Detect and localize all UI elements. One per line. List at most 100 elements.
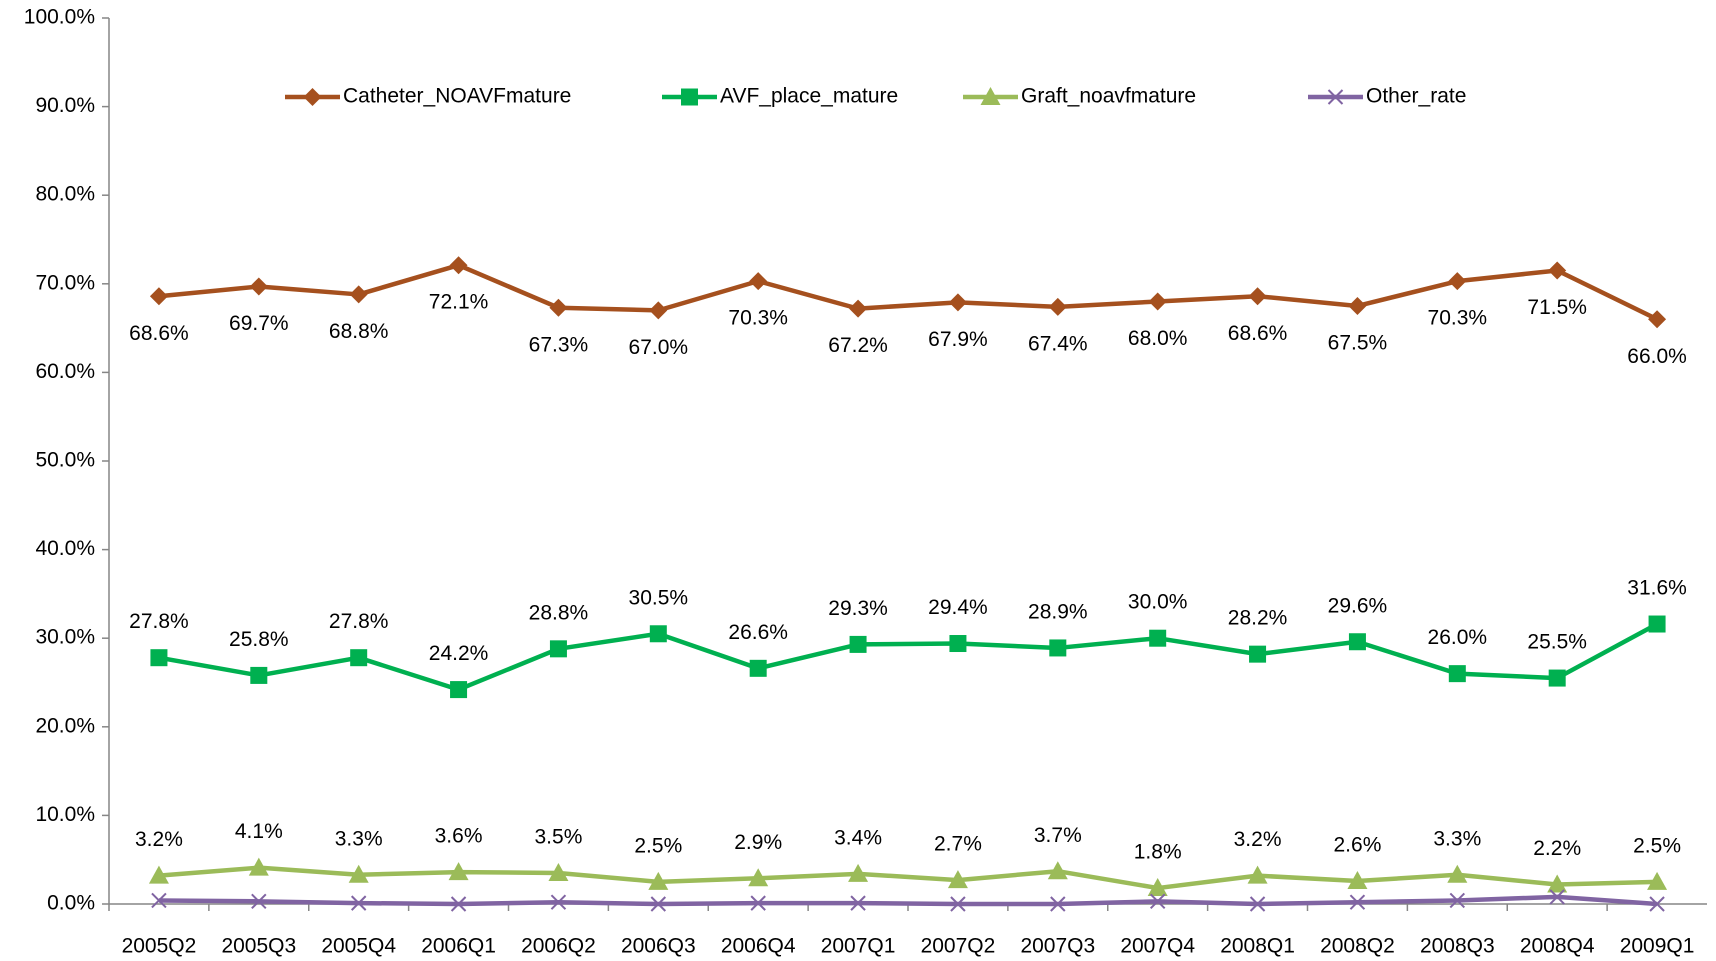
data-point bbox=[449, 256, 468, 275]
x-tick-label: 2008Q2 bbox=[1320, 935, 1395, 958]
legend-label: Graft_noavfmature bbox=[1021, 85, 1196, 108]
x-tick-label: 2006Q1 bbox=[421, 935, 496, 958]
data-label: 68.6% bbox=[1228, 322, 1288, 345]
data-point bbox=[1050, 896, 1066, 912]
x-tick-label: 2007Q3 bbox=[1020, 935, 1095, 958]
y-tick-label: 10.0% bbox=[35, 803, 95, 826]
data-label: 3.2% bbox=[1234, 828, 1282, 851]
data-label: 3.2% bbox=[135, 828, 183, 851]
data-point bbox=[450, 896, 467, 912]
data-point bbox=[249, 277, 268, 296]
data-point bbox=[1048, 297, 1067, 316]
data-label: 3.3% bbox=[335, 827, 383, 850]
data-point bbox=[251, 893, 267, 910]
data-label: 25.5% bbox=[1527, 631, 1587, 654]
data-point bbox=[649, 625, 667, 643]
data-point bbox=[349, 285, 368, 304]
data-label: 29.3% bbox=[828, 597, 888, 620]
data-label: 28.9% bbox=[1028, 600, 1088, 623]
y-tick-label: 60.0% bbox=[35, 360, 95, 383]
data-label: 2.5% bbox=[1633, 834, 1681, 857]
series-line bbox=[158, 894, 1658, 907]
x-tick-label: 2008Q1 bbox=[1220, 935, 1295, 958]
data-label: 28.8% bbox=[529, 601, 589, 624]
data-point bbox=[949, 635, 967, 653]
data-label: 70.3% bbox=[728, 307, 788, 330]
data-label: 4.1% bbox=[235, 820, 283, 843]
data-point bbox=[649, 301, 668, 320]
x-tick-label: 2006Q2 bbox=[521, 935, 596, 958]
data-label: 30.0% bbox=[1128, 591, 1188, 614]
y-tick-label: 30.0% bbox=[35, 626, 95, 649]
data-point bbox=[1648, 310, 1667, 329]
data-point bbox=[1349, 894, 1366, 910]
data-label: 1.8% bbox=[1134, 841, 1182, 864]
data-point bbox=[148, 865, 169, 884]
data-label: 2.6% bbox=[1334, 834, 1382, 857]
data-label: 27.8% bbox=[329, 610, 389, 633]
x-tick-label: 2007Q2 bbox=[921, 935, 996, 958]
data-point bbox=[650, 896, 667, 912]
data-label: 67.9% bbox=[928, 328, 988, 351]
data-label: 26.0% bbox=[1428, 626, 1488, 649]
series-line bbox=[158, 622, 1659, 692]
data-label: 67.4% bbox=[1028, 332, 1088, 355]
x-tick-label: 2008Q3 bbox=[1420, 935, 1495, 958]
data-point bbox=[750, 895, 766, 911]
data-point bbox=[1249, 645, 1267, 663]
series-line bbox=[158, 865, 1658, 891]
y-tick-label: 50.0% bbox=[35, 449, 95, 472]
data-label: 2.2% bbox=[1533, 837, 1581, 860]
data-label: 67.5% bbox=[1328, 331, 1388, 354]
data-point bbox=[947, 870, 968, 889]
data-point bbox=[550, 894, 567, 910]
data-point bbox=[1447, 864, 1468, 883]
data-label: 26.6% bbox=[728, 621, 788, 644]
data-point bbox=[1648, 615, 1666, 633]
legend-label: Catheter_NOAVFmature bbox=[343, 85, 571, 108]
data-label: 2.5% bbox=[634, 834, 682, 857]
data-label: 3.4% bbox=[834, 826, 882, 849]
legend-label: AVF_place_mature bbox=[720, 85, 898, 108]
data-point bbox=[849, 635, 867, 653]
data-label: 3.7% bbox=[1034, 824, 1082, 847]
y-tick-label: 100.0% bbox=[24, 6, 95, 29]
data-point bbox=[1647, 871, 1668, 890]
data-point bbox=[1249, 896, 1266, 912]
data-label: 67.0% bbox=[629, 336, 689, 359]
data-point bbox=[1548, 261, 1567, 280]
data-label: 70.3% bbox=[1428, 307, 1488, 330]
y-tick-label: 20.0% bbox=[35, 714, 95, 737]
data-point bbox=[1548, 669, 1566, 687]
data-point bbox=[151, 892, 167, 909]
data-point bbox=[1547, 874, 1568, 893]
y-tick-label: 0.0% bbox=[47, 892, 95, 915]
data-label: 24.2% bbox=[429, 642, 489, 665]
x-tick-label: 2007Q4 bbox=[1120, 935, 1195, 958]
data-label: 28.2% bbox=[1228, 607, 1288, 630]
series-line bbox=[158, 262, 1659, 322]
data-point bbox=[748, 868, 769, 887]
legend-marker bbox=[980, 87, 1001, 105]
data-point bbox=[350, 649, 368, 667]
data-label: 68.0% bbox=[1128, 327, 1188, 350]
data-point bbox=[749, 272, 768, 291]
data-point bbox=[1149, 893, 1166, 910]
legend-label: Other_rate bbox=[1366, 85, 1466, 108]
data-label: 29.6% bbox=[1328, 594, 1388, 617]
data-point bbox=[848, 863, 869, 882]
legend-marker bbox=[1327, 89, 1344, 105]
data-label: 71.5% bbox=[1527, 296, 1587, 319]
data-point bbox=[1649, 896, 1665, 912]
data-point bbox=[1147, 878, 1168, 897]
x-tick-label: 2008Q4 bbox=[1520, 935, 1595, 958]
y-tick-label: 90.0% bbox=[35, 94, 95, 117]
data-label: 68.8% bbox=[329, 320, 389, 343]
data-point bbox=[248, 857, 269, 876]
data-label: 25.8% bbox=[229, 628, 289, 651]
data-label: 67.3% bbox=[529, 333, 589, 356]
data-point bbox=[350, 895, 367, 911]
x-tick-label: 2005Q2 bbox=[122, 935, 197, 958]
data-point bbox=[1348, 296, 1367, 315]
